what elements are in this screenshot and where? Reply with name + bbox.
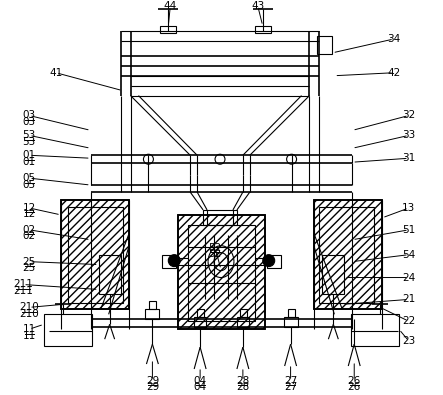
Bar (323, 255, 344, 294)
Text: 211: 211 (13, 286, 33, 296)
Text: 28: 28 (236, 376, 249, 386)
Text: 27: 27 (284, 376, 297, 386)
Circle shape (263, 255, 275, 267)
Text: 44: 44 (163, 1, 177, 11)
Circle shape (168, 255, 180, 267)
Text: 28: 28 (236, 382, 249, 392)
Bar (194, 317, 206, 327)
Text: 53: 53 (23, 130, 36, 140)
Text: 13: 13 (402, 203, 416, 213)
Bar (315, 200, 382, 309)
Text: 29: 29 (146, 376, 159, 386)
Text: 41: 41 (49, 68, 62, 78)
Text: 33: 33 (402, 130, 416, 140)
Text: 31: 31 (402, 153, 416, 163)
Text: 54: 54 (402, 250, 416, 260)
Text: 02: 02 (23, 225, 36, 235)
Bar (315, 200, 382, 309)
Text: 01: 01 (23, 157, 36, 167)
Bar (61, 200, 128, 309)
Text: 12: 12 (23, 203, 36, 213)
Text: 26: 26 (348, 382, 361, 392)
Text: 32: 32 (402, 111, 416, 120)
Text: 51: 51 (402, 225, 416, 235)
Text: 01: 01 (23, 150, 36, 160)
Text: 211: 211 (13, 280, 33, 290)
Text: 210: 210 (19, 309, 39, 319)
Text: 29: 29 (146, 382, 159, 392)
Text: 03: 03 (23, 117, 36, 127)
Text: 05: 05 (23, 173, 36, 183)
Bar (162, 255, 176, 267)
Bar (351, 314, 399, 346)
Bar (178, 215, 265, 329)
Text: 11: 11 (23, 331, 36, 341)
Bar (188, 225, 255, 321)
Text: 05: 05 (23, 180, 36, 190)
Bar (61, 200, 128, 309)
Bar (68, 207, 123, 303)
Text: 53: 53 (23, 137, 36, 147)
Bar (149, 301, 156, 309)
Text: 210: 210 (19, 302, 39, 312)
Bar (197, 309, 204, 317)
Bar (237, 317, 249, 327)
Text: 52: 52 (208, 249, 222, 259)
Text: 12: 12 (23, 209, 36, 220)
Text: 11: 11 (23, 324, 36, 334)
Bar (160, 26, 176, 33)
Text: 03: 03 (23, 111, 36, 120)
Text: 04: 04 (194, 376, 207, 386)
Bar (284, 317, 298, 327)
Bar (203, 210, 237, 225)
Text: 25: 25 (23, 257, 36, 267)
Bar (255, 26, 271, 33)
Text: 43: 43 (251, 1, 264, 11)
Text: 34: 34 (387, 34, 400, 44)
Text: 04: 04 (194, 382, 207, 392)
Text: 42: 42 (387, 68, 400, 78)
Text: 21: 21 (402, 294, 416, 305)
Bar (267, 255, 281, 267)
Bar (44, 314, 92, 346)
Bar (145, 309, 159, 319)
Text: 02: 02 (23, 231, 36, 241)
Text: 25: 25 (23, 263, 36, 273)
Text: 24: 24 (402, 273, 416, 282)
Bar (240, 309, 247, 317)
Bar (178, 215, 265, 329)
Text: 52: 52 (208, 243, 222, 253)
Text: 26: 26 (348, 376, 361, 386)
Bar (288, 309, 295, 317)
Bar (318, 36, 332, 54)
Text: 22: 22 (402, 316, 416, 326)
Text: 23: 23 (402, 336, 416, 346)
Bar (319, 207, 374, 303)
Text: 27: 27 (284, 382, 297, 392)
Bar (99, 255, 120, 294)
